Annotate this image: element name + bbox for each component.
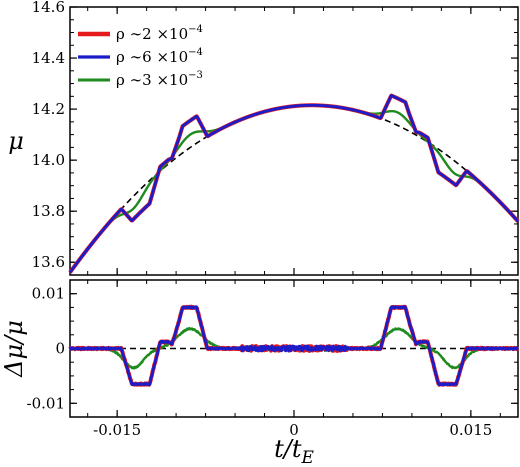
bottom-x-axis-label: t/tE: [274, 435, 314, 467]
top-series-line-3: [69, 104, 519, 274]
top-ticks: 13.6 13.8 14.0 14.2 14.4 14.6: [32, 0, 518, 276]
bottom-y-tick-label: 0: [55, 340, 65, 358]
top-panel: 13.613.814.014.214.414.6 ρ ∼2 ×10−4ρ ∼6 …: [8, 0, 520, 276]
x-axis-label-subscript: E: [300, 448, 314, 467]
top-y-tick-label: 13.8: [32, 202, 65, 220]
top-series-line-2: [68, 94, 520, 274]
bottom-y-axis-label: Δμ/μ: [0, 320, 28, 378]
legend-entry-2: ρ ∼6 ×10−4: [116, 47, 203, 66]
top-y-tick-label: 13.6: [32, 253, 65, 271]
top-y-axis-label: μ: [8, 127, 24, 155]
legend-label-base: ρ ∼3 ×10: [116, 71, 188, 89]
bottom-y-tick-label: 0.01: [32, 285, 65, 303]
bottom-series-group: [68, 304, 520, 387]
bottom-x-tick-label: 0: [289, 421, 299, 439]
bottom-ticks: -0.01 0 0.01 -0.015 0 0.015: [27, 279, 518, 439]
legend-label-base: ρ ∼2 ×10: [116, 25, 188, 43]
top-series-group: [68, 93, 520, 274]
legend-entry-3: ρ ∼3 ×10−3: [116, 70, 203, 89]
bottom-panel: -0.01 0 0.01 -0.015 0 0.015 Δμ/μ t/tE: [0, 279, 520, 467]
top-y-tick-label: 14.6: [32, 0, 65, 16]
legend-entry-1: ρ ∼2 ×10−4: [116, 24, 203, 43]
bottom-series-line-2: [68, 305, 519, 387]
legend-label-exponent: −4: [188, 47, 203, 58]
top-baseline-curve: [69, 104, 519, 273]
legend-label-base: ρ ∼6 ×10: [116, 48, 188, 66]
top-series-line-1: [68, 93, 520, 274]
top-y-tick-label: 14.0: [32, 151, 65, 169]
bottom-y-tick-label: -0.01: [27, 394, 65, 412]
top-y-tick-label: 14.4: [32, 49, 65, 67]
bottom-x-tick-label: 0.015: [449, 421, 492, 439]
legend: ρ ∼2 ×10−4ρ ∼6 ×10−4ρ ∼3 ×10−3: [78, 24, 203, 89]
top-y-tick-label: 14.2: [32, 100, 65, 118]
legend-label-exponent: −3: [188, 70, 203, 81]
bottom-x-tick-label: -0.015: [93, 421, 141, 439]
legend-label-exponent: −4: [188, 24, 203, 35]
x-axis-label-main: t/t: [274, 435, 302, 463]
